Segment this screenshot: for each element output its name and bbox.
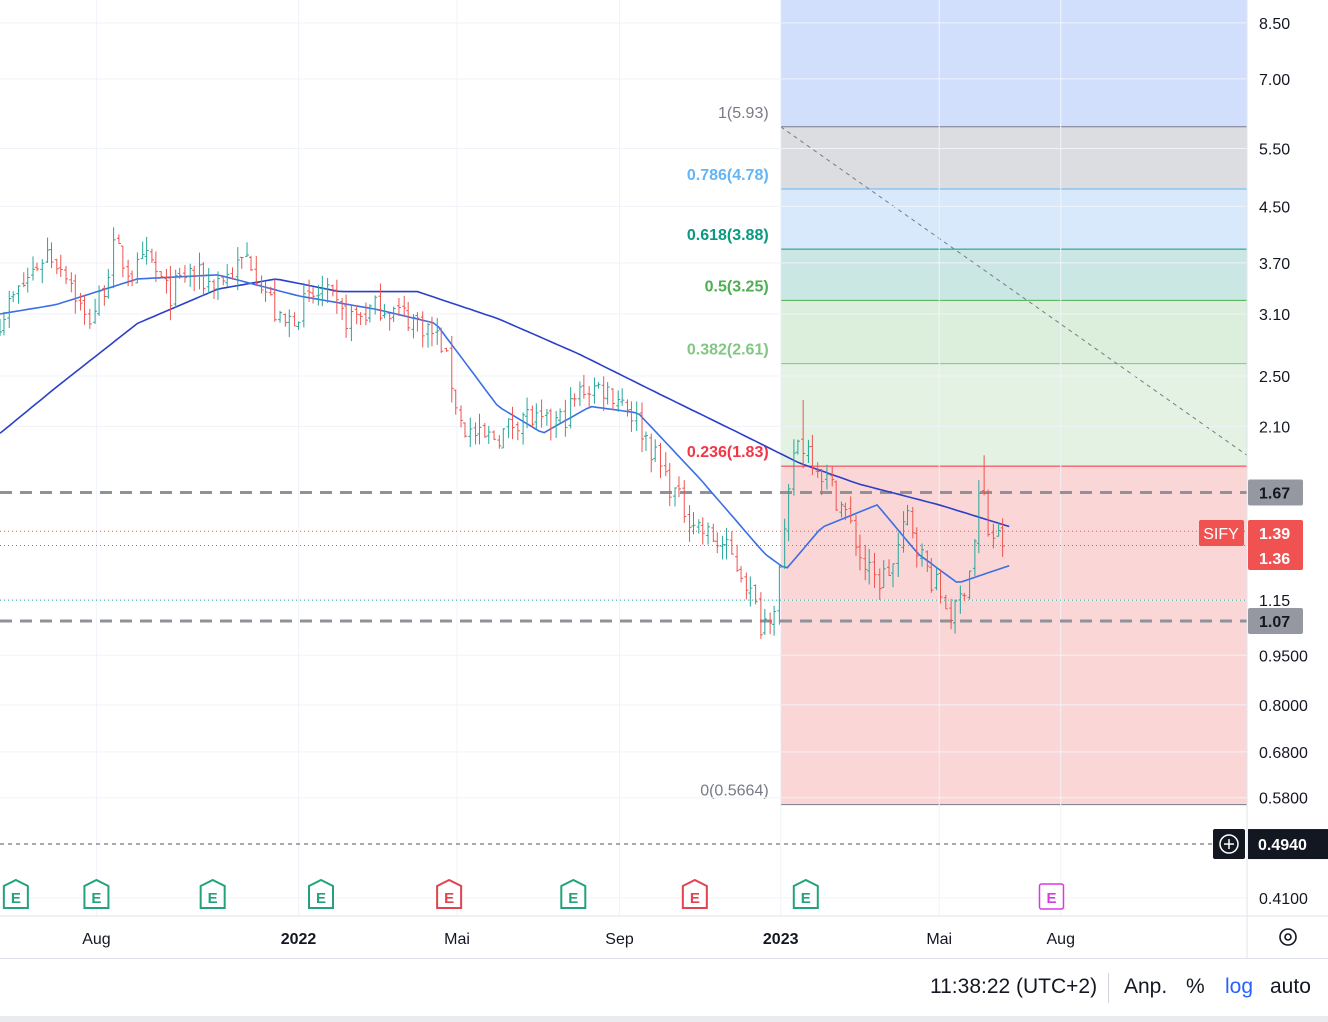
fib-zone-top xyxy=(780,0,1247,127)
price-tick-label: 0.5800 xyxy=(1259,791,1308,808)
auto-toggle[interactable]: auto xyxy=(1270,975,1311,998)
fibonacci-retracement[interactable]: 1(5.93) 0.786(4.78) 0.618(3.88) 0.5(3.25) 0.… xyxy=(687,0,1248,806)
price-axis-bg xyxy=(1247,0,1328,916)
moving-average-long xyxy=(0,278,1010,528)
last-price-tag[interactable] xyxy=(1248,520,1303,570)
price-tick-label: 5.50 xyxy=(1259,141,1290,158)
fib-zone-0.618 xyxy=(780,249,1247,301)
clock-display[interactable]: 11:38:22 (UTC+2) xyxy=(930,975,1098,998)
percent-toggle[interactable]: % xyxy=(1186,975,1205,998)
price-tick-label: 0.8000 xyxy=(1259,698,1308,715)
level-price-text: 1.67 xyxy=(1259,485,1290,502)
crosshair-price-text: 0.4940 xyxy=(1258,837,1307,854)
price-tick-label: 1.15 xyxy=(1259,593,1290,610)
earnings-marker-label: E xyxy=(1046,890,1056,907)
price-tick-label: 0.6800 xyxy=(1259,745,1308,762)
time-tick-label: Aug xyxy=(82,931,110,948)
symbol-tag-text: SIFY xyxy=(1203,526,1239,543)
earnings-marker-box xyxy=(199,878,226,909)
earnings-marker-box xyxy=(1038,883,1065,910)
earnings-marker-label: E xyxy=(801,890,811,907)
price-tick-label: 4.50 xyxy=(1259,199,1290,216)
level-price-text: 1.07 xyxy=(1259,614,1290,631)
price-tick-label: 0.4100 xyxy=(1259,891,1308,908)
fib-zone-0.786 xyxy=(780,188,1247,250)
earnings-marker-box xyxy=(2,878,29,909)
price-tick-label: 8.50 xyxy=(1259,16,1290,33)
earnings-marker-box xyxy=(307,878,334,909)
footer-separator xyxy=(1108,973,1109,1003)
earnings-marker-label: E xyxy=(568,890,578,907)
earnings-marker[interactable]: E xyxy=(436,878,463,909)
price-axis[interactable]: 8.50 7.00 5.50 4.50 3.70 3.10 2.50 2.10 1.15 0.95… xyxy=(1199,0,1328,916)
earnings-marker-box xyxy=(792,878,819,909)
price-tick-label: 2.10 xyxy=(1259,419,1290,436)
previous-price-text: 1.36 xyxy=(1259,551,1290,568)
fib-zone-1 xyxy=(780,126,1247,189)
candlesticks xyxy=(0,227,1005,639)
earnings-marker-label: E xyxy=(690,890,700,907)
settings-gear-icon[interactable] xyxy=(1279,928,1297,946)
earnings-marker[interactable]: E xyxy=(560,878,587,909)
earnings-marker-label: E xyxy=(208,890,218,907)
time-tick-label: Aug xyxy=(1047,931,1075,948)
price-chart[interactable]: 1(5.93) 0.786(4.78) 0.618(3.88) 0.5(3.25) 0.… xyxy=(0,0,1328,958)
level-price-tag[interactable] xyxy=(1248,607,1303,634)
fib-level-label: 0.618(3.88) xyxy=(687,227,769,244)
moving-averages xyxy=(0,274,1010,583)
earnings-marker[interactable]: E xyxy=(83,878,110,909)
chart-grid xyxy=(0,0,1247,916)
gear-ring xyxy=(1279,928,1297,946)
fib-level-label: 0.5(3.25) xyxy=(705,278,769,295)
fib-level-label: 1(5.93) xyxy=(718,105,769,122)
plus-circle-icon xyxy=(1219,834,1239,854)
fib-level-label: 0.382(2.61) xyxy=(687,342,769,359)
earnings-marker[interactable]: E xyxy=(199,878,226,909)
earnings-marker-box xyxy=(436,878,463,909)
earnings-marker-box xyxy=(560,878,587,909)
moving-average-short xyxy=(0,274,1010,583)
symbol-tag[interactable] xyxy=(1199,520,1244,546)
gear-center xyxy=(1284,933,1292,941)
horizontal-lines[interactable] xyxy=(0,490,1247,845)
earnings-marker-box xyxy=(681,878,708,909)
price-tick-label: 0.9500 xyxy=(1259,648,1308,665)
earnings-marker[interactable]: E xyxy=(792,878,819,909)
fib-zone-0.382 xyxy=(780,363,1247,467)
fib-zone-0.5 xyxy=(780,300,1247,364)
time-axis-bg xyxy=(0,916,1328,958)
crosshair-price-tag[interactable] xyxy=(1248,829,1328,860)
earnings-marker-label: E xyxy=(316,890,326,907)
fib-zone-0.236 xyxy=(780,466,1247,805)
last-price-text: 1.39 xyxy=(1259,526,1290,543)
chart-footer: 11:38:22 (UTC+2) Anp. % log auto xyxy=(0,958,1328,1019)
earnings-marker-label: E xyxy=(11,890,21,907)
time-tick-label: Mai xyxy=(444,931,470,948)
footer-scrollbar xyxy=(0,1016,1328,1022)
earnings-marker-label: E xyxy=(91,890,101,907)
time-tick-label: 2022 xyxy=(281,931,317,948)
fib-level-label: 0(0.5664) xyxy=(700,783,769,800)
price-tick-label: 2.50 xyxy=(1259,369,1290,386)
earnings-marker[interactable]: E xyxy=(1038,883,1065,910)
earnings-marker-label: E xyxy=(444,890,454,907)
fib-level-label: 0.786(4.78) xyxy=(687,167,769,184)
price-tick-label: 3.70 xyxy=(1259,256,1290,273)
price-tick-label: 7.00 xyxy=(1259,72,1290,89)
time-tick-label: Mai xyxy=(926,931,952,948)
time-axis[interactable]: Aug 2022 Mai Sep 2023 Mai Aug xyxy=(0,915,1328,958)
fib-trend-line[interactable] xyxy=(780,126,1248,456)
earnings-marker[interactable]: E xyxy=(681,878,708,909)
adjust-toggle[interactable]: Anp. xyxy=(1124,975,1168,998)
level-price-tag[interactable] xyxy=(1248,479,1303,506)
price-tick-label: 3.10 xyxy=(1259,307,1290,324)
fib-level-label: 0.236(1.83) xyxy=(687,444,769,461)
log-toggle[interactable]: log xyxy=(1225,975,1254,998)
earnings-marker[interactable]: E xyxy=(2,878,29,909)
time-tick-label: Sep xyxy=(605,931,634,948)
earnings-marker-box xyxy=(83,878,110,909)
time-tick-label: 2023 xyxy=(763,931,799,948)
earnings-marker[interactable]: E xyxy=(307,878,334,909)
